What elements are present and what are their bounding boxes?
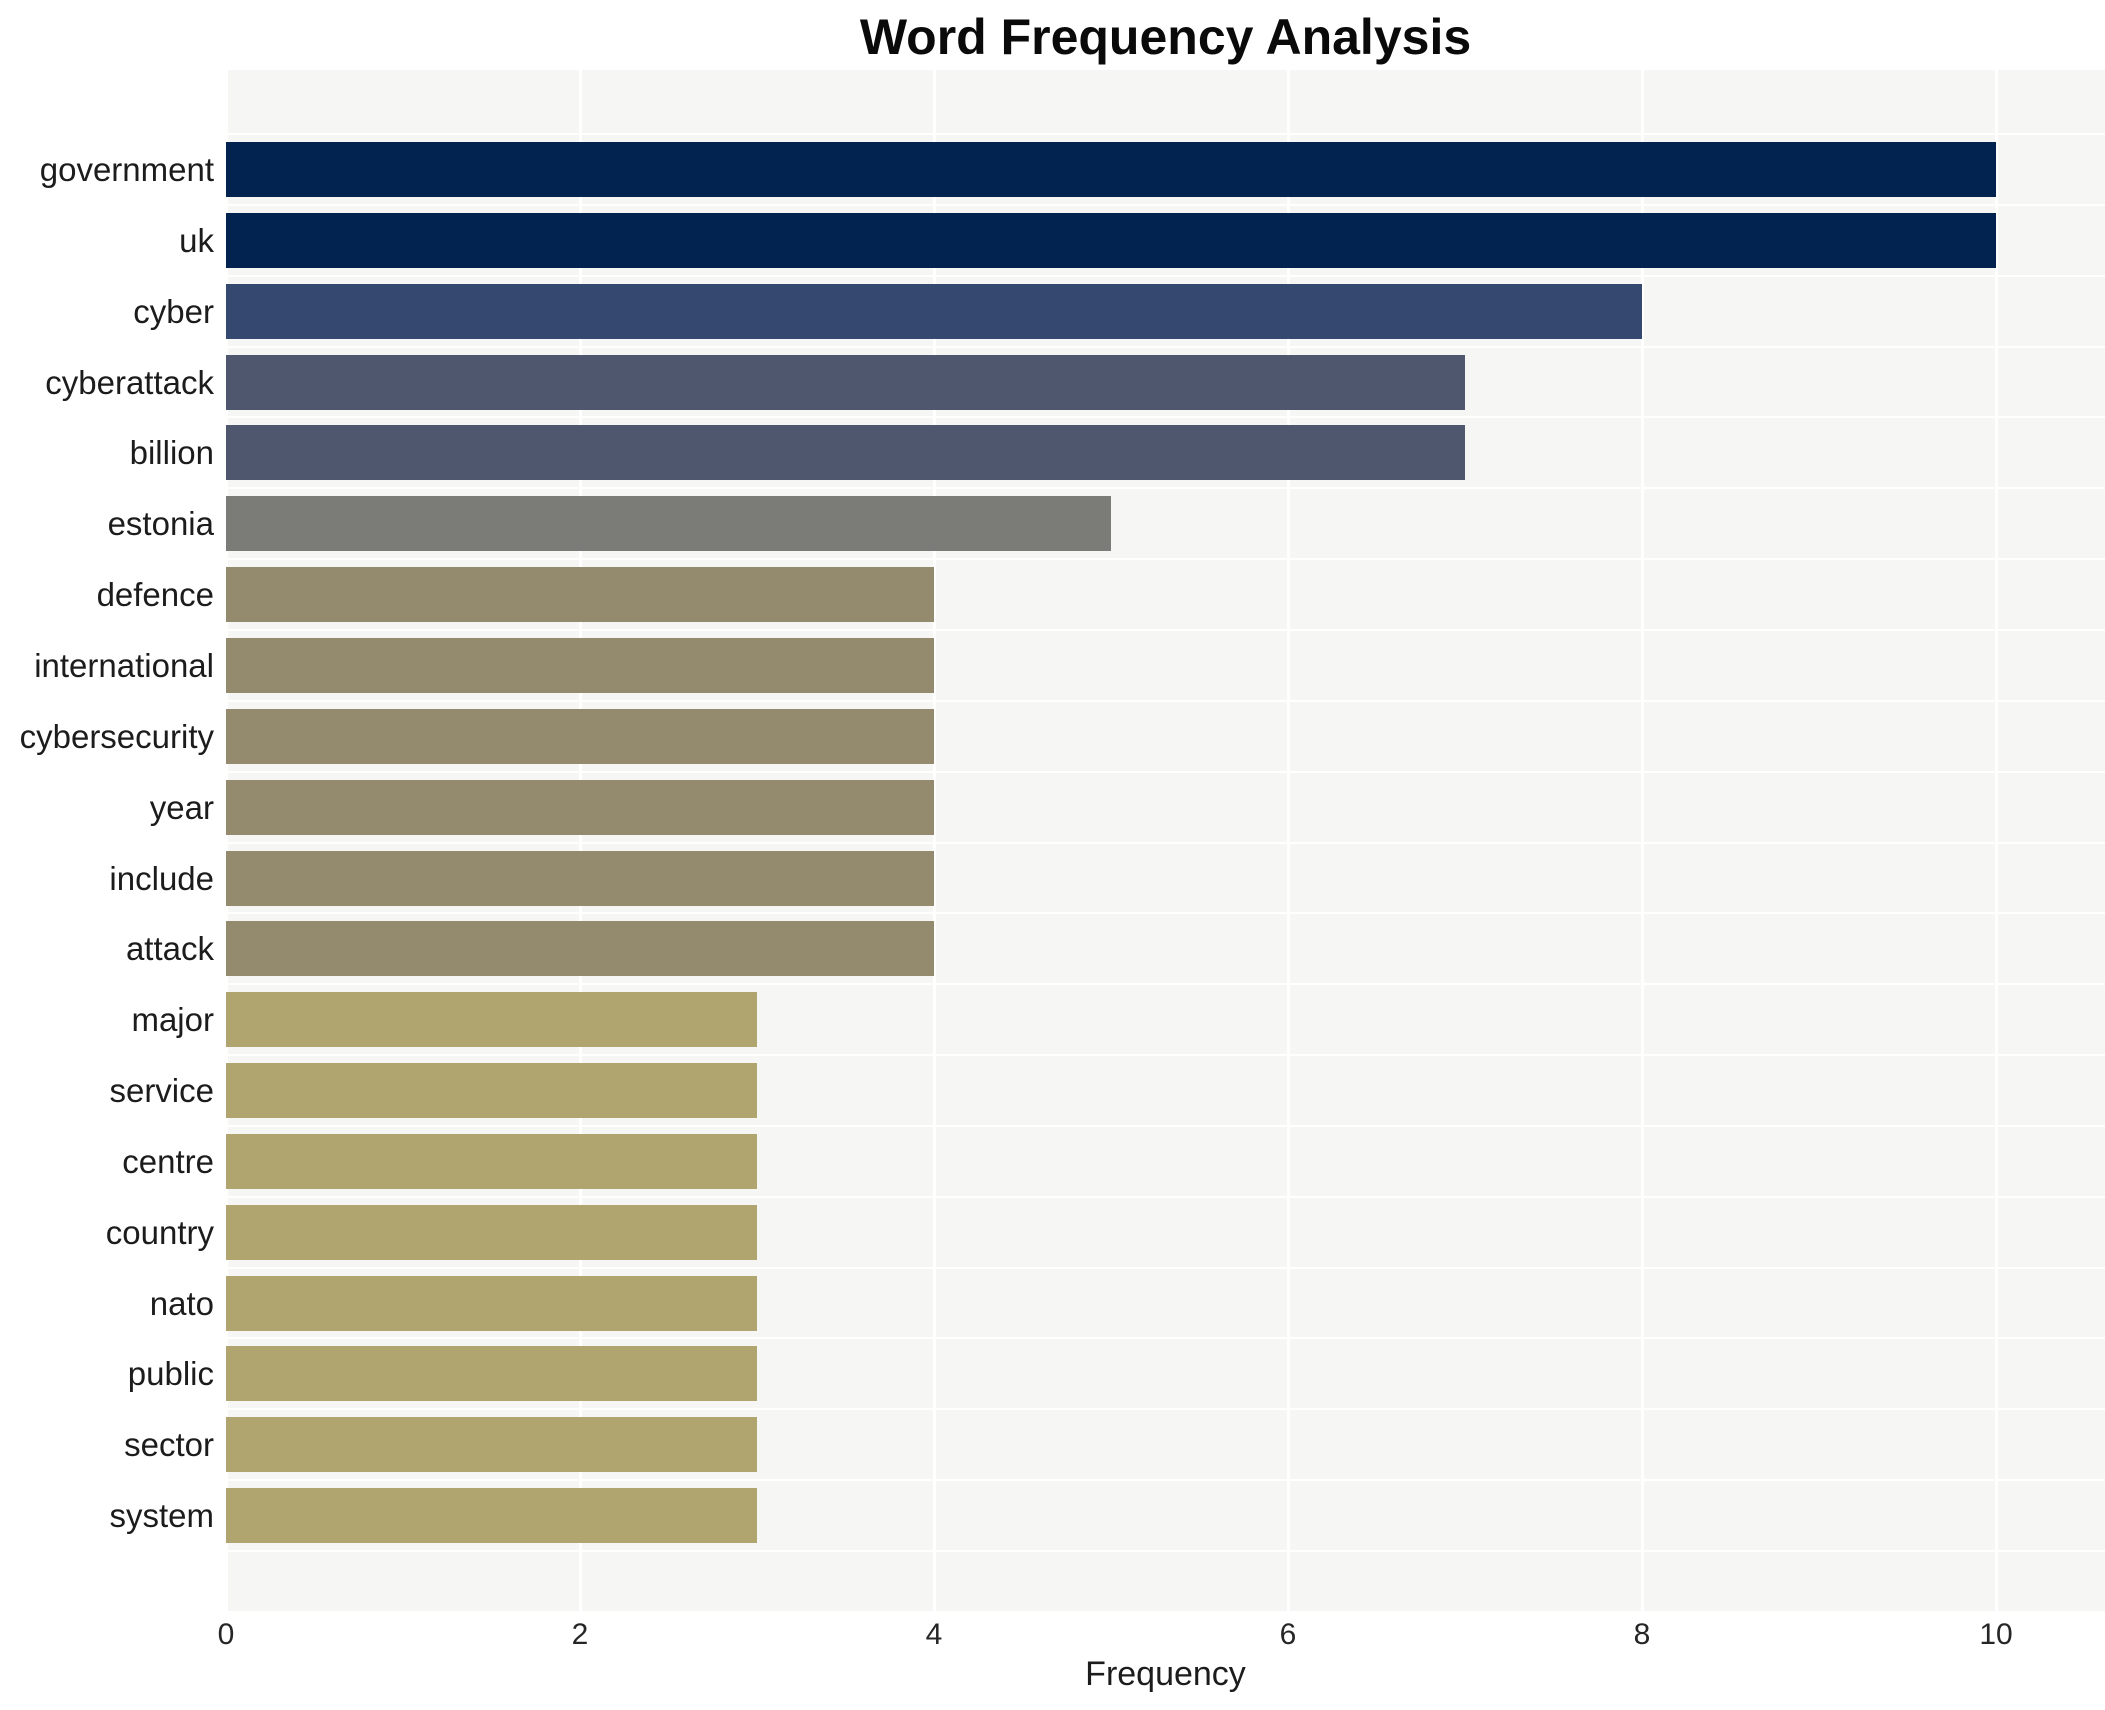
horizontal-gridline — [226, 1266, 2105, 1269]
category-label: uk — [179, 221, 214, 259]
x-tick-label: 0 — [217, 1618, 235, 1651]
bar-attack — [226, 921, 934, 977]
horizontal-gridline — [226, 1124, 2105, 1127]
horizontal-gridline — [226, 1054, 2105, 1057]
bar-international — [226, 637, 934, 693]
bar-row: public — [0, 1338, 2105, 1409]
horizontal-gridline — [226, 1550, 2105, 1552]
horizontal-gridline — [226, 1337, 2105, 1340]
bar-include — [226, 850, 934, 906]
bar-cyber — [226, 283, 1642, 339]
bar-row: system — [0, 1480, 2105, 1551]
bar-row: government — [0, 134, 2105, 205]
bar-row: cyber — [0, 276, 2105, 347]
horizontal-gridline — [226, 203, 2105, 206]
bar-billion — [226, 425, 1465, 481]
vertical-gridline — [1640, 70, 1644, 1611]
category-label: government — [39, 151, 214, 188]
bar-row: year — [0, 772, 2105, 843]
x-tick-label: 6 — [1279, 1618, 1297, 1651]
bar-sector — [226, 1417, 757, 1473]
bar-defence — [226, 567, 934, 623]
vertical-gridline — [1994, 70, 1998, 1611]
vertical-gridline — [932, 70, 936, 1611]
category-label: international — [34, 646, 214, 684]
bar-row: cybersecurity — [0, 701, 2105, 772]
category-label: defence — [96, 576, 214, 614]
horizontal-gridline — [226, 487, 2105, 490]
horizontal-gridline — [226, 133, 2105, 135]
bar-row: country — [0, 1197, 2105, 1268]
bar-system — [226, 1488, 757, 1544]
horizontal-gridline — [226, 983, 2105, 986]
bar-estonia — [226, 496, 1111, 552]
category-label: cyberattack — [45, 363, 214, 401]
bar-country — [226, 1204, 757, 1260]
bar-nato — [226, 1275, 757, 1331]
bar-row: service — [0, 1055, 2105, 1126]
bar-row: attack — [0, 913, 2105, 984]
vertical-gridline — [578, 70, 582, 1611]
x-tick-label: 10 — [1979, 1618, 2013, 1651]
horizontal-gridline — [226, 770, 2105, 773]
category-label: service — [109, 1072, 214, 1110]
vertical-gridline — [224, 70, 228, 1611]
bar-cybersecurity — [226, 708, 934, 764]
horizontal-gridline — [226, 345, 2105, 348]
bar-row: sector — [0, 1409, 2105, 1480]
bar-row: international — [0, 630, 2105, 701]
bar-row: cyberattack — [0, 347, 2105, 418]
bar-row: uk — [0, 205, 2105, 276]
horizontal-gridline — [226, 912, 2105, 915]
x-tick-label: 8 — [1633, 1618, 1651, 1651]
horizontal-gridline — [226, 628, 2105, 631]
bar-year — [226, 779, 934, 835]
bar-public — [226, 1346, 757, 1402]
category-label: nato — [149, 1284, 214, 1322]
category-label: estonia — [107, 505, 214, 543]
horizontal-gridline — [226, 558, 2105, 561]
vertical-gridline — [1286, 70, 1290, 1611]
bar-row: centre — [0, 1126, 2105, 1197]
x-tick-label: 4 — [925, 1618, 943, 1651]
horizontal-gridline — [226, 274, 2105, 277]
bar-row: defence — [0, 559, 2105, 630]
bar-centre — [226, 1133, 757, 1189]
horizontal-gridline — [226, 1195, 2105, 1198]
horizontal-gridline — [226, 841, 2105, 844]
category-label: country — [105, 1213, 214, 1251]
bar-row: billion — [0, 417, 2105, 488]
horizontal-gridline — [226, 1479, 2105, 1482]
category-label: major — [131, 1001, 214, 1039]
bar-row: nato — [0, 1268, 2105, 1339]
bar-row: include — [0, 843, 2105, 914]
category-label: year — [149, 788, 214, 826]
x-tick-label: 2 — [571, 1618, 589, 1651]
bar-government — [226, 142, 1996, 197]
horizontal-gridline — [226, 699, 2105, 702]
category-label: system — [109, 1497, 214, 1535]
category-label: sector — [124, 1426, 214, 1464]
horizontal-gridline — [226, 416, 2105, 419]
bar-row: estonia — [0, 488, 2105, 559]
horizontal-gridline — [226, 1408, 2105, 1411]
category-label: cybersecurity — [19, 717, 214, 755]
bar-cyberattack — [226, 354, 1465, 410]
chart-title: Word Frequency Analysis — [859, 9, 1472, 65]
bar-service — [226, 1063, 757, 1119]
category-label: include — [109, 859, 214, 897]
bar-uk — [226, 212, 1996, 268]
category-label: cyber — [133, 292, 214, 330]
bar-major — [226, 992, 757, 1048]
category-label: public — [127, 1355, 214, 1393]
bar-row: major — [0, 984, 2105, 1055]
category-label: billion — [129, 434, 214, 472]
x-axis-label: Frequency — [1085, 1655, 1246, 1693]
category-label: attack — [125, 930, 214, 968]
category-label: centre — [122, 1142, 214, 1180]
